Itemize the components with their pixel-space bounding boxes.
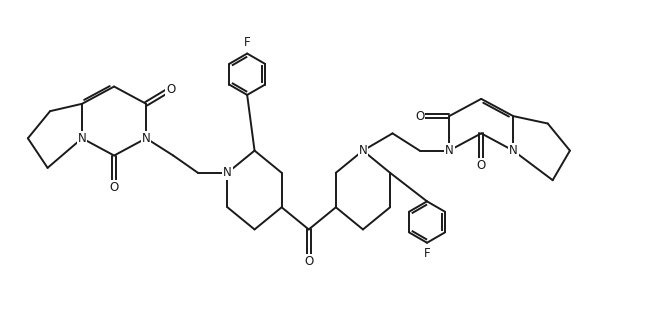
Text: N: N [509,144,518,157]
Text: N: N [223,166,232,179]
Text: O: O [110,181,119,194]
Text: F: F [424,247,430,260]
Text: F: F [244,36,250,49]
Text: O: O [415,110,424,123]
Text: N: N [78,132,87,145]
Text: N: N [359,144,367,157]
Text: O: O [304,255,314,268]
Text: N: N [445,144,454,157]
Text: O: O [166,82,175,95]
Text: O: O [477,159,486,172]
Text: N: N [141,132,151,145]
